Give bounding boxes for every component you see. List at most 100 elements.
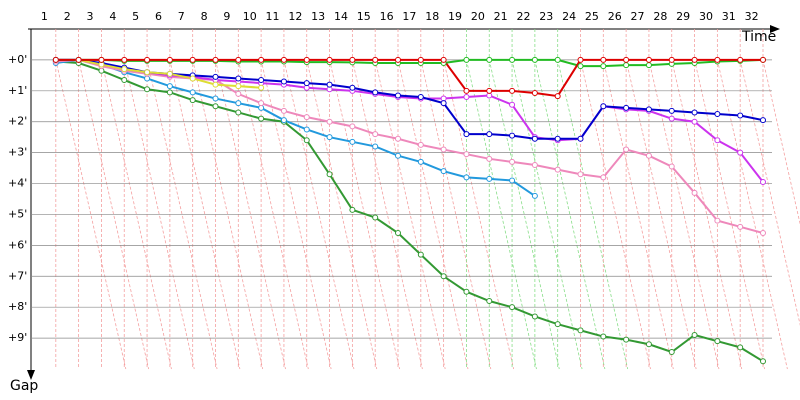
point bbox=[235, 56, 242, 63]
x-tick-label: 27 bbox=[631, 10, 645, 23]
point bbox=[258, 100, 265, 107]
series-line bbox=[55, 60, 764, 363]
point bbox=[326, 118, 333, 125]
series-line bbox=[55, 58, 764, 183]
point bbox=[668, 56, 675, 63]
point bbox=[212, 103, 219, 110]
point bbox=[440, 56, 447, 63]
point bbox=[189, 56, 196, 63]
point bbox=[235, 90, 242, 97]
point bbox=[645, 56, 652, 63]
point bbox=[509, 304, 516, 311]
point bbox=[372, 214, 379, 221]
y-tick-label: +6' bbox=[8, 238, 27, 251]
point bbox=[440, 273, 447, 280]
point bbox=[554, 93, 561, 100]
lap-diagonal bbox=[55, 59, 127, 370]
point bbox=[531, 135, 538, 142]
series-line bbox=[55, 58, 763, 98]
point bbox=[737, 56, 744, 63]
point bbox=[166, 89, 173, 96]
point bbox=[737, 112, 744, 119]
point bbox=[531, 162, 538, 168]
x-tick-label: 23 bbox=[539, 10, 553, 23]
y-tick-label: +2' bbox=[8, 115, 27, 128]
x-tick-label: 4 bbox=[109, 10, 116, 23]
point bbox=[668, 107, 675, 114]
lap-diagonal bbox=[443, 59, 515, 370]
point bbox=[144, 69, 151, 76]
point bbox=[509, 87, 516, 94]
point bbox=[395, 56, 401, 63]
point bbox=[417, 251, 424, 258]
lap-diagonal bbox=[101, 59, 172, 370]
point bbox=[509, 132, 516, 139]
point bbox=[645, 62, 652, 69]
point bbox=[189, 89, 196, 96]
y-tick-label: +4' bbox=[8, 177, 27, 190]
x-tick-label: 22 bbox=[516, 10, 530, 23]
point bbox=[144, 86, 151, 93]
point bbox=[395, 92, 401, 99]
series-line bbox=[55, 58, 764, 140]
x-tick-label: 31 bbox=[722, 10, 736, 23]
point bbox=[417, 56, 424, 63]
point bbox=[714, 56, 721, 63]
point bbox=[440, 168, 447, 175]
point bbox=[212, 73, 219, 80]
point bbox=[509, 158, 516, 165]
point bbox=[166, 83, 173, 90]
point bbox=[280, 107, 287, 114]
series-line bbox=[55, 58, 536, 197]
x-tick-label: 10 bbox=[243, 10, 257, 23]
y-tick-label: +3' bbox=[8, 146, 27, 159]
point bbox=[303, 56, 310, 63]
point bbox=[714, 137, 721, 144]
gap-arrow bbox=[27, 370, 35, 380]
point bbox=[486, 87, 493, 94]
x-tick-label: 28 bbox=[653, 10, 667, 23]
x-tick-label: 1 bbox=[41, 10, 48, 23]
point bbox=[531, 89, 538, 96]
point bbox=[326, 171, 333, 178]
y-tick-label: +0' bbox=[8, 53, 27, 66]
point bbox=[531, 192, 538, 199]
point bbox=[645, 106, 652, 113]
point bbox=[714, 111, 721, 117]
x-tick-label: 8 bbox=[201, 10, 208, 23]
point bbox=[52, 56, 59, 63]
point bbox=[303, 114, 310, 121]
point bbox=[668, 115, 675, 122]
point bbox=[554, 56, 561, 63]
point bbox=[212, 95, 219, 102]
point bbox=[189, 75, 196, 82]
point bbox=[349, 206, 356, 213]
point bbox=[463, 94, 470, 100]
point bbox=[691, 332, 698, 338]
x-tick-label: 6 bbox=[155, 10, 162, 23]
point bbox=[623, 146, 630, 153]
x-tick-label: 21 bbox=[494, 10, 508, 23]
x-tick-label: 29 bbox=[676, 10, 690, 23]
point bbox=[280, 117, 287, 124]
point bbox=[668, 349, 675, 355]
point bbox=[326, 56, 333, 63]
point bbox=[577, 63, 584, 70]
point bbox=[737, 149, 744, 156]
point bbox=[486, 131, 493, 138]
point bbox=[554, 166, 561, 173]
point bbox=[417, 94, 424, 100]
point bbox=[645, 341, 652, 348]
point bbox=[577, 56, 584, 63]
point bbox=[531, 313, 538, 320]
point bbox=[258, 77, 265, 83]
time-arrow bbox=[770, 25, 780, 33]
series-line bbox=[55, 58, 764, 234]
point bbox=[121, 56, 128, 63]
lap-diagonal bbox=[694, 59, 765, 370]
point bbox=[303, 80, 310, 87]
lap-diagonal bbox=[351, 59, 423, 370]
point bbox=[760, 358, 766, 365]
point bbox=[509, 101, 516, 108]
